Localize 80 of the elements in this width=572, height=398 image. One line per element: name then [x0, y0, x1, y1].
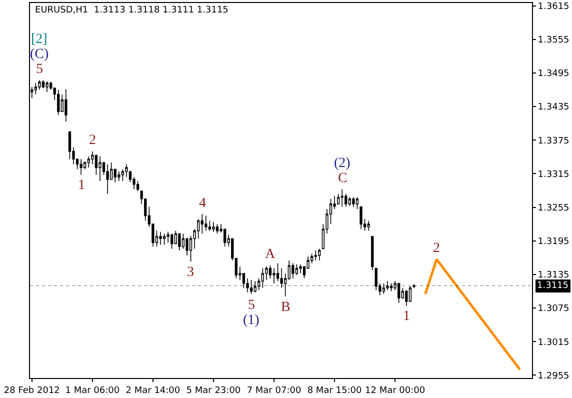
candlestick	[344, 193, 348, 208]
candlestick	[295, 264, 298, 276]
annotation: B	[281, 300, 290, 315]
candlestick	[80, 158, 82, 176]
x-tick-label: 5 Mar 23:00	[186, 386, 241, 396]
annotation: 1	[403, 309, 410, 324]
y-tick-label: 1.3255	[538, 203, 570, 214]
candlestick	[352, 196, 355, 208]
annotation: 1	[78, 178, 85, 193]
candlestick	[98, 156, 102, 182]
candlestick	[178, 233, 181, 251]
y-tick-label: 1.2955	[538, 371, 570, 382]
candlestick	[272, 268, 276, 284]
annotation: [2]	[31, 32, 48, 47]
candlestick	[340, 188, 344, 208]
annotation: 5	[36, 62, 43, 77]
candlestick	[292, 262, 294, 279]
candlestick	[408, 286, 412, 302]
y-tick-label: 1.3315	[538, 170, 570, 180]
ref-line-label: 1.3115	[537, 281, 568, 291]
candlestick	[250, 280, 253, 294]
candlestick	[386, 280, 389, 291]
x-tick-label: 8 Mar 15:00	[307, 386, 362, 396]
candlestick	[34, 82, 37, 95]
candlestick	[170, 233, 174, 250]
candlestick	[254, 280, 256, 293]
candlestick	[360, 206, 362, 230]
candlestick	[367, 220, 370, 232]
x-tick-label: 2 Mar 14:00	[126, 386, 180, 396]
candlestick	[390, 283, 393, 292]
candlestick	[68, 131, 72, 160]
annotation: 4	[199, 196, 206, 211]
candlestick	[371, 236, 374, 270]
y-tick-label: 1.3495	[538, 69, 570, 80]
x-tick-label: 12 Mar 00:00	[365, 386, 426, 396]
candlestick	[159, 232, 162, 246]
annotation: A	[265, 247, 276, 262]
x-tick-label: 28 Feb 2012	[4, 386, 60, 396]
candlestick	[398, 283, 400, 304]
annotation: 5	[248, 298, 255, 313]
annotation: 3	[187, 265, 194, 280]
candlestick	[162, 233, 166, 246]
candlestick	[64, 88, 68, 122]
candlestick	[46, 80, 48, 92]
candlestick	[42, 80, 45, 88]
candlestick	[57, 89, 60, 116]
candlestick	[314, 250, 317, 261]
candlestick	[212, 221, 215, 232]
candlestick	[405, 290, 408, 306]
y-tick-label: 1.3195	[538, 237, 570, 248]
candlestick	[412, 284, 416, 288]
chart-title: EURUSD,H1 1.3113 1.3118 1.3111 1.3115	[35, 5, 228, 16]
annotation: 2	[89, 133, 96, 148]
y-tick-label: 1.3555	[538, 36, 570, 46]
y-tick-label: 1.3375	[538, 136, 570, 146]
candlestick	[261, 268, 264, 288]
x-tick-label: 7 Mar 07:00	[246, 386, 302, 396]
candlestick	[87, 156, 90, 168]
annotation: (2)	[334, 156, 351, 171]
candlestick	[118, 171, 120, 182]
y-tick-label: 1.3075	[538, 304, 570, 314]
y-tick-label: 1.3615	[538, 2, 570, 12]
candlestick	[204, 215, 208, 232]
candlestick	[106, 164, 109, 194]
y-tick-label: 1.3015	[538, 338, 570, 348]
y-tick-label: 1.3435	[538, 102, 570, 113]
annotation: (C)	[30, 47, 49, 62]
annotation: 2	[433, 241, 440, 256]
candlestick	[38, 80, 41, 90]
annotation: (1)	[243, 313, 260, 328]
candlestick	[374, 268, 378, 291]
candlestick	[356, 196, 359, 210]
x-tick-label: 1 Mar 06:00	[65, 386, 120, 396]
annotation: C	[338, 171, 348, 186]
candlestick	[382, 283, 386, 294]
candlestick	[136, 180, 140, 192]
candlestick	[348, 196, 351, 207]
candlestick	[216, 224, 219, 234]
y-tick-label: 1.3135	[538, 270, 570, 281]
candlestick	[318, 248, 321, 261]
